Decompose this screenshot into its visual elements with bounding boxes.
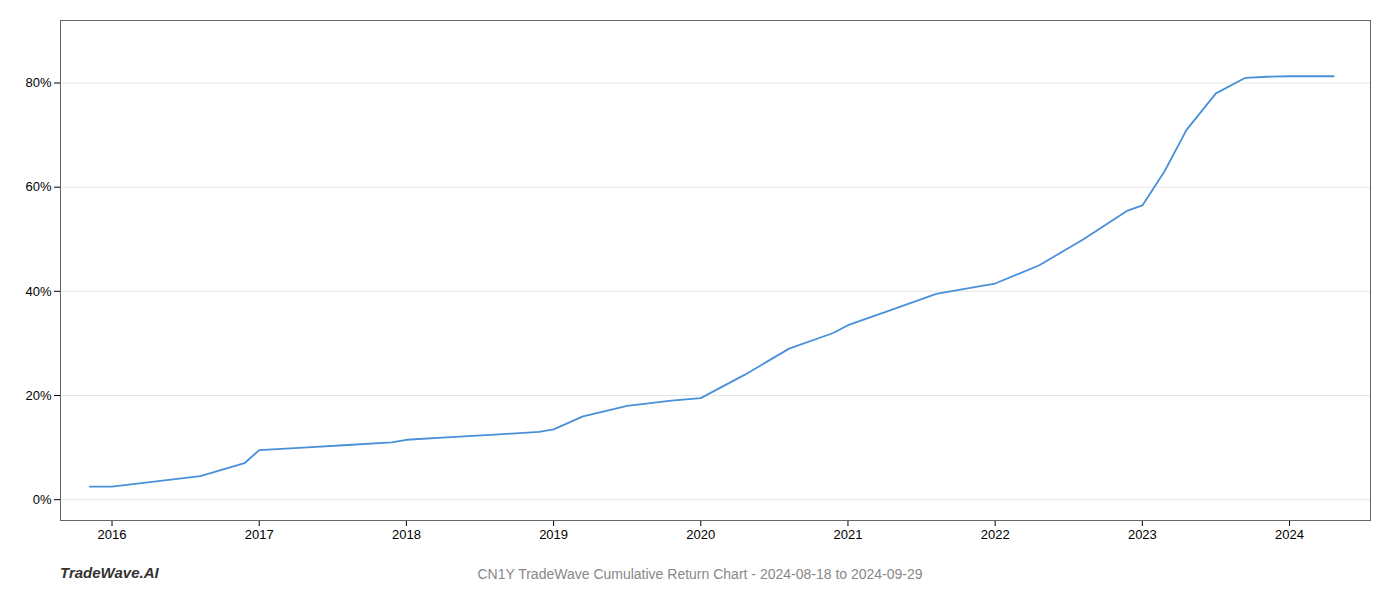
svg-text:60%: 60% <box>25 179 51 194</box>
svg-text:2016: 2016 <box>98 527 127 542</box>
html-text:TradeWave.AI: TradeWave.AI <box>60 564 159 581</box>
svg-text:2019: 2019 <box>539 527 568 542</box>
svg-text:40%: 40% <box>25 283 51 298</box>
html-text:CN1Y TradeWave Cumulative Retu: CN1Y TradeWave Cumulative Return Chart -… <box>477 566 923 582</box>
svg-text:20%: 20% <box>25 388 51 403</box>
svg-text:0%: 0% <box>33 492 52 507</box>
svg-text:2021: 2021 <box>834 527 863 542</box>
svg-text:2022: 2022 <box>981 527 1010 542</box>
svg-text:80%: 80% <box>25 75 51 90</box>
svg-text:2023: 2023 <box>1128 527 1157 542</box>
svg-text:2020: 2020 <box>686 527 715 542</box>
svg-text:2017: 2017 <box>245 527 274 542</box>
svg-text:2018: 2018 <box>392 527 421 542</box>
svg-text:2024: 2024 <box>1275 527 1304 542</box>
